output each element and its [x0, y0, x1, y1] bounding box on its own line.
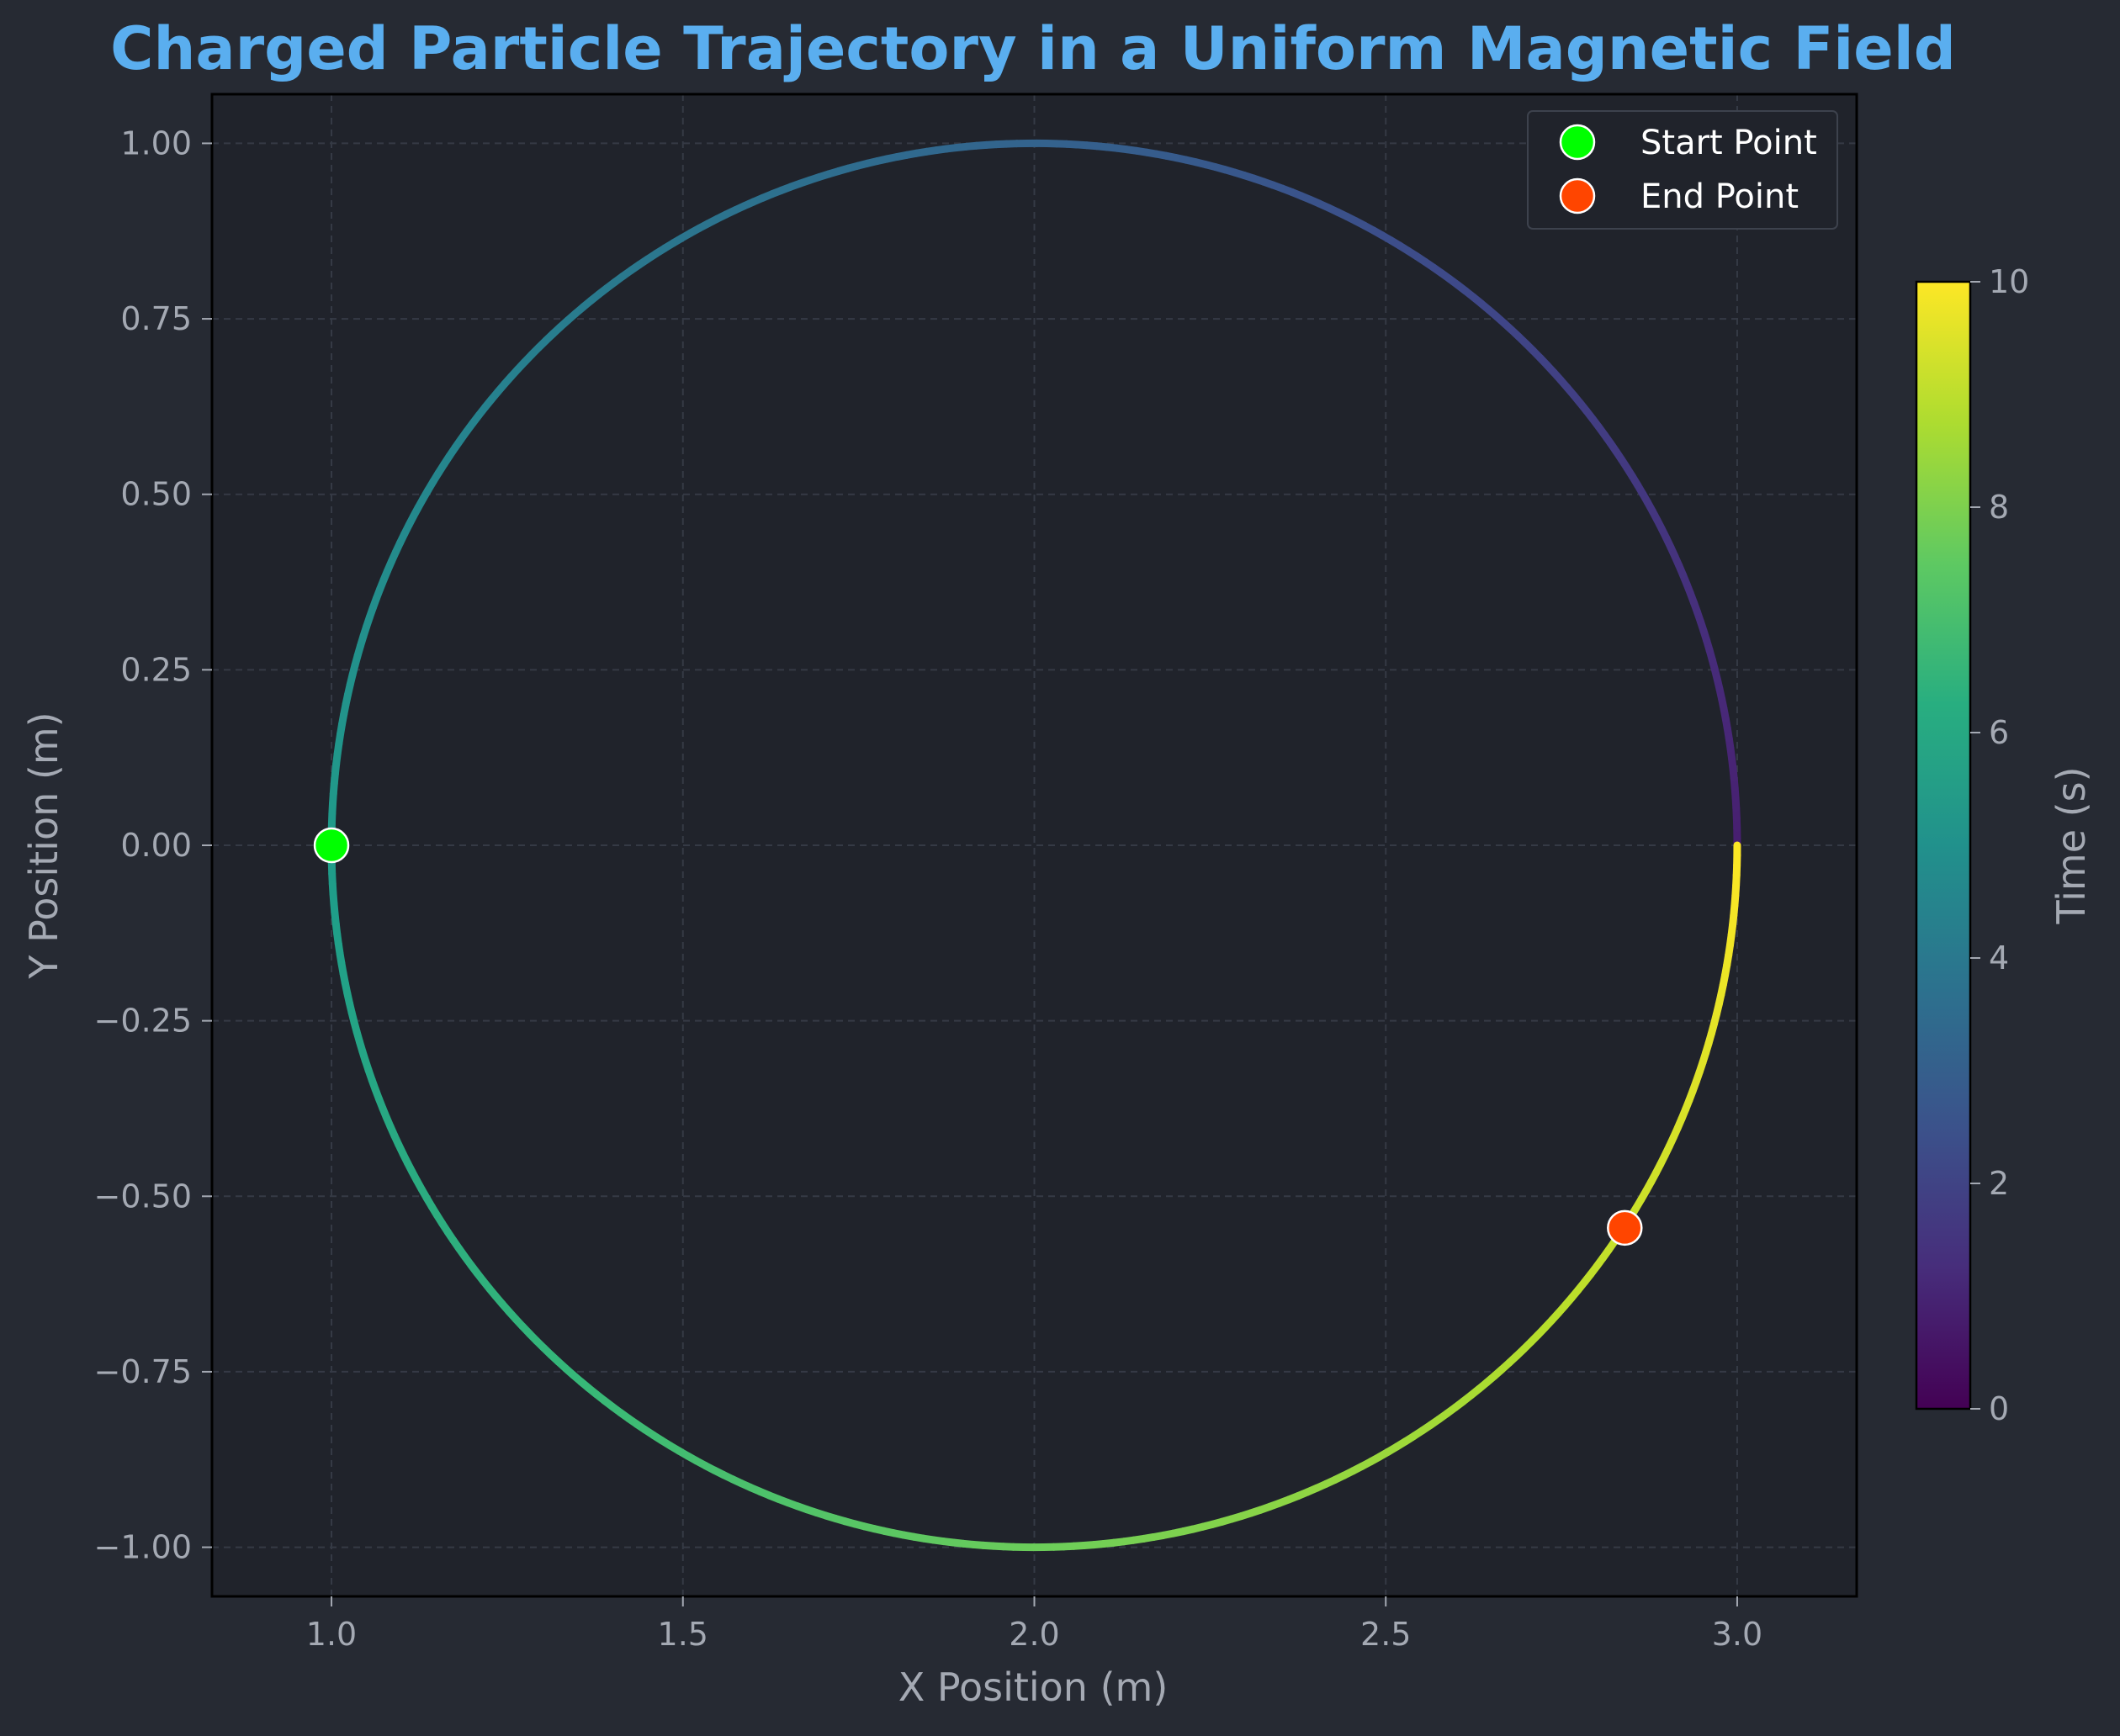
legend-label-end: End Point: [1640, 177, 1799, 216]
colorbar-tick-label: 2: [1989, 1165, 2009, 1202]
colorbar: 0 2 4 6 8 10 Time (s): [1915, 263, 2094, 1427]
x-tick-label: 3.0: [1712, 1616, 1762, 1653]
colorbar-ticks: 0 2 4 6 8 10: [1970, 263, 2029, 1427]
y-axis-label: Y Position (m): [21, 712, 66, 979]
colorbar-label: Time (s): [2048, 766, 2094, 924]
y-tick-label: −0.75: [94, 1353, 192, 1390]
legend: Start Point End Point: [1527, 110, 1838, 230]
chart-title: Charged Particle Trajectory in a Uniform…: [110, 14, 1956, 83]
y-tick-label: −0.50: [94, 1178, 192, 1215]
x-axis: 1.0 1.5 2.0 2.5 3.0: [306, 1596, 1762, 1653]
colorbar-tick-label: 0: [1989, 1390, 2009, 1427]
legend-marker-end: [1559, 177, 1596, 214]
marker-points: [313, 827, 1643, 1246]
y-tick-label: 0.50: [120, 476, 192, 513]
x-tick-label: 2.0: [1009, 1616, 1059, 1653]
x-axis-label: X Position (m): [898, 1665, 1169, 1710]
y-tick-label: 1.00: [120, 124, 192, 161]
colorbar-tick-label: 8: [1989, 489, 2009, 526]
y-tick-label: −0.25: [94, 1003, 192, 1040]
legend-marker-start: [1559, 124, 1596, 161]
end-point-marker: [1607, 1209, 1643, 1246]
x-tick-label: 1.5: [658, 1616, 708, 1653]
y-tick-label: 0.75: [120, 300, 192, 337]
y-tick-label: 0.25: [120, 651, 192, 688]
colorbar-tick-label: 10: [1989, 263, 2029, 300]
y-tick-label: −1.00: [94, 1529, 192, 1566]
colorbar-tick-label: 6: [1989, 714, 2009, 751]
legend-box: [1527, 110, 1838, 230]
x-tick-label: 1.0: [306, 1616, 357, 1653]
x-tick-label: 2.5: [1360, 1616, 1411, 1653]
grid: [212, 94, 1857, 1596]
start-point-marker: [313, 827, 350, 864]
legend-label-start: Start Point: [1640, 124, 1817, 162]
colorbar-tick-label: 4: [1989, 939, 2009, 977]
colorbar-gradient: [1915, 280, 1972, 1410]
y-tick-label: 0.00: [120, 827, 192, 864]
y-axis: 1.00 0.75 0.50 0.25 0.00 −0.25 −0.50 −0.75 −1.00: [94, 124, 212, 1566]
